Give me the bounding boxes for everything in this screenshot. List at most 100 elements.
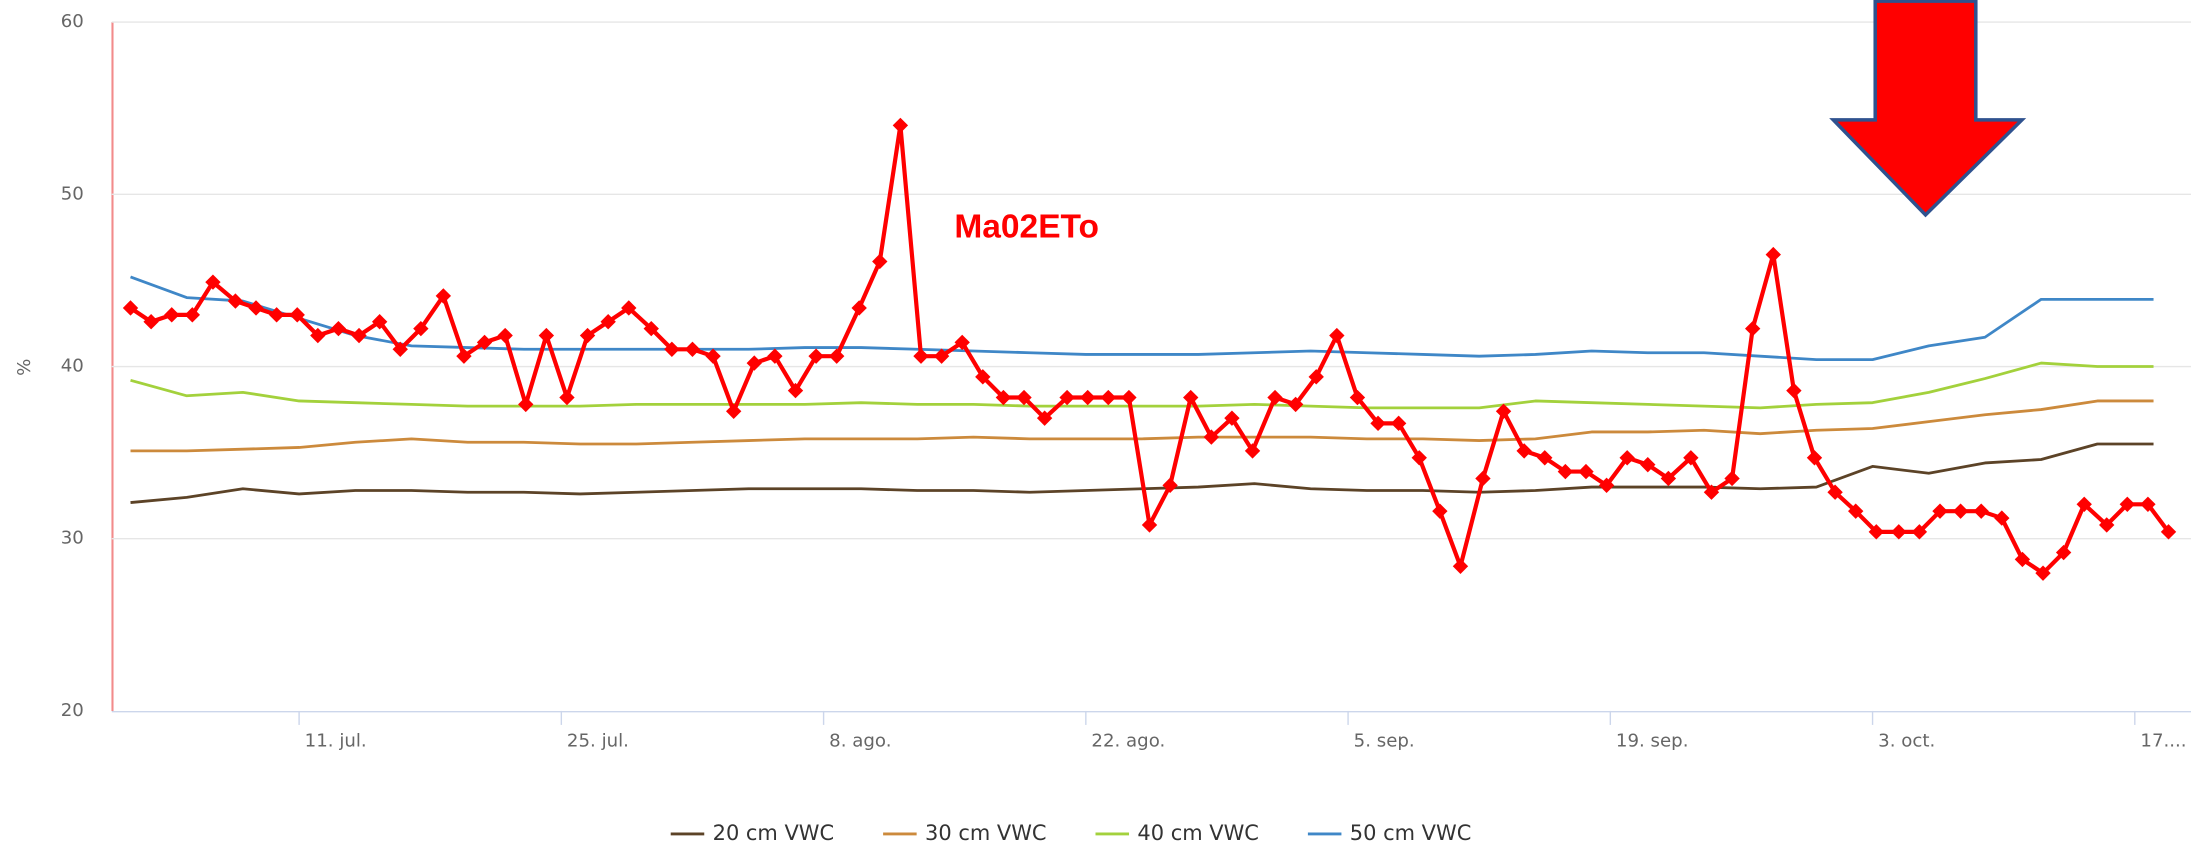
legend-label: 20 cm VWC bbox=[713, 821, 835, 845]
point-marker bbox=[787, 382, 804, 399]
point-marker bbox=[1703, 484, 1720, 500]
point-marker bbox=[643, 320, 659, 337]
point-marker bbox=[1080, 389, 1096, 406]
y-tick-label: 60 bbox=[61, 11, 84, 32]
point-marker bbox=[289, 307, 305, 323]
point-marker bbox=[413, 320, 429, 337]
arrow bbox=[1829, 0, 2027, 218]
point-marker bbox=[248, 300, 264, 316]
x-tick-label: 3. oct. bbox=[1878, 731, 1935, 752]
point-marker bbox=[164, 307, 180, 323]
point-marker bbox=[2014, 551, 2031, 568]
point-marker bbox=[1660, 470, 1677, 487]
point-marker bbox=[975, 369, 991, 385]
point-marker bbox=[600, 314, 616, 330]
point-marker bbox=[143, 314, 159, 330]
point-marker bbox=[829, 348, 845, 364]
point-marker bbox=[330, 320, 347, 337]
x-tick-label: 5. sep. bbox=[1354, 731, 1415, 752]
point-marker bbox=[664, 341, 680, 357]
point-marker bbox=[371, 314, 388, 330]
point-marker bbox=[1203, 429, 1220, 445]
point-marker bbox=[518, 396, 534, 413]
point-marker bbox=[705, 348, 721, 364]
legend-label: 50 cm VWC bbox=[1350, 821, 1472, 845]
point-marker bbox=[1973, 503, 1989, 519]
annotation: Ma02ETo bbox=[954, 209, 1099, 246]
x-tick-label: 17.... bbox=[2140, 731, 2186, 752]
point-marker bbox=[1952, 503, 1969, 519]
point-marker bbox=[933, 348, 950, 364]
point-marker bbox=[1724, 470, 1740, 487]
point-marker bbox=[684, 341, 701, 357]
point-marker bbox=[2160, 524, 2177, 540]
point-marker bbox=[1432, 503, 1448, 519]
point-marker bbox=[2035, 565, 2051, 581]
point-marker bbox=[1744, 320, 1761, 337]
point-marker bbox=[725, 403, 742, 419]
point-marker bbox=[1244, 443, 1261, 459]
point-marker bbox=[1786, 382, 1802, 399]
point-marker bbox=[184, 307, 201, 323]
y-tick-label: 30 bbox=[61, 528, 84, 549]
point-marker bbox=[1994, 510, 2010, 526]
series-line bbox=[130, 399, 2154, 453]
legend-label: 30 cm VWC bbox=[925, 821, 1047, 845]
point-marker bbox=[1121, 389, 1137, 406]
point-marker bbox=[1516, 443, 1532, 459]
series-line bbox=[129, 123, 2171, 576]
point-marker bbox=[1329, 327, 1345, 344]
point-marker bbox=[1537, 450, 1553, 466]
y-tick-label: 50 bbox=[61, 183, 84, 204]
point-marker bbox=[913, 348, 929, 364]
x-tick-label: 11. jul. bbox=[305, 731, 367, 752]
point-marker bbox=[559, 389, 575, 406]
series-line bbox=[130, 275, 2154, 362]
point-marker bbox=[2140, 496, 2156, 512]
series-line bbox=[130, 361, 2154, 410]
point-marker bbox=[1183, 389, 1199, 406]
point-marker bbox=[767, 348, 783, 364]
point-marker bbox=[1308, 369, 1324, 385]
point-marker bbox=[2055, 544, 2072, 561]
x-tick-label: 22. ago. bbox=[1091, 731, 1165, 752]
point-marker bbox=[872, 253, 888, 270]
point-marker bbox=[1162, 477, 1178, 494]
point-marker bbox=[456, 348, 472, 364]
point-marker bbox=[1868, 524, 1884, 540]
y-tick-label: 40 bbox=[61, 356, 84, 377]
point-marker bbox=[1475, 470, 1491, 487]
point-marker bbox=[1267, 389, 1283, 406]
point-marker bbox=[1827, 484, 1843, 500]
point-marker bbox=[746, 355, 762, 371]
point-marker bbox=[621, 300, 637, 316]
point-marker bbox=[1619, 450, 1635, 466]
x-tick-label: 25. jul. bbox=[567, 731, 629, 752]
y-axis-label: % bbox=[14, 359, 35, 376]
point-marker bbox=[1100, 389, 1116, 406]
point-marker bbox=[538, 327, 555, 344]
point-marker bbox=[1765, 246, 1781, 263]
point-marker bbox=[808, 348, 824, 364]
point-marker bbox=[851, 300, 867, 316]
point-marker bbox=[1683, 450, 1699, 466]
point-marker bbox=[497, 327, 513, 344]
y-tick-label: 20 bbox=[61, 700, 84, 721]
legend-label: 40 cm VWC bbox=[1137, 821, 1259, 845]
point-marker bbox=[1598, 477, 1615, 494]
point-marker bbox=[892, 117, 909, 134]
point-marker bbox=[1911, 524, 1928, 540]
point-marker bbox=[2076, 496, 2092, 512]
point-marker bbox=[1287, 396, 1304, 413]
point-marker bbox=[1141, 517, 1158, 533]
point-marker bbox=[1452, 558, 1469, 574]
x-tick-label: 19. sep. bbox=[1616, 731, 1689, 752]
point-marker bbox=[1640, 456, 1656, 473]
point-marker bbox=[1557, 463, 1574, 480]
point-marker bbox=[1578, 463, 1594, 480]
point-marker bbox=[122, 300, 139, 316]
point-marker bbox=[2119, 496, 2135, 512]
x-tick-label: 8. ago. bbox=[829, 731, 891, 752]
